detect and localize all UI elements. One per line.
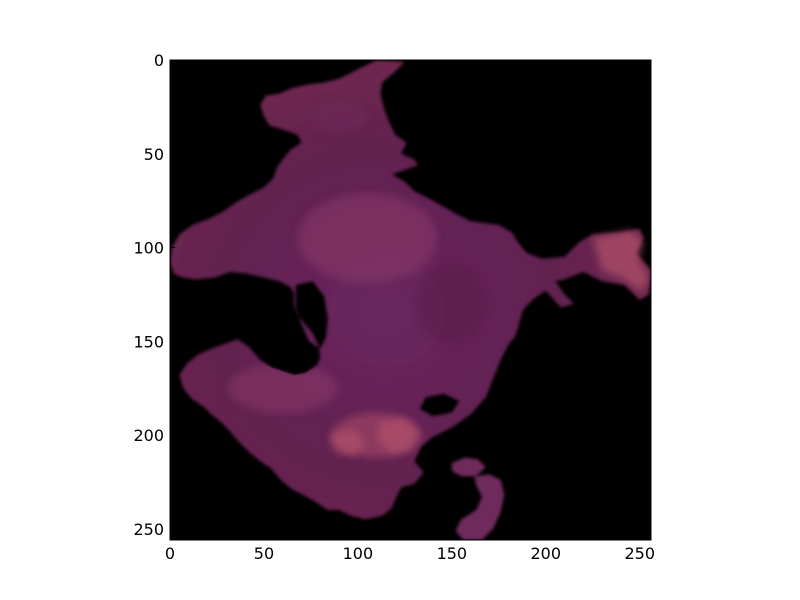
y-tick-label: 200	[133, 426, 164, 445]
image-frame	[169, 59, 652, 541]
region-highlight	[592, 230, 650, 293]
y-tick-label: 0	[154, 51, 164, 70]
x-tick-label: 100	[343, 544, 374, 563]
image-content	[170, 60, 651, 540]
plot-area	[169, 59, 652, 541]
x-tick-label: 250	[624, 544, 655, 563]
texture-patch	[416, 263, 487, 344]
texture-patch	[227, 363, 338, 414]
x-tick-label: 200	[531, 544, 562, 563]
x-tick-label: 50	[254, 544, 274, 563]
y-axis: 0 50 100 150 200 250	[133, 51, 651, 539]
region-highlight	[376, 418, 418, 454]
x-tick-label: 150	[437, 544, 468, 563]
texture-patch	[309, 100, 370, 133]
y-tick-label: 100	[133, 239, 164, 258]
region-blob	[455, 474, 505, 540]
y-tick-label: 150	[133, 332, 164, 351]
x-tick-label: 0	[165, 544, 175, 563]
region-highlight	[329, 429, 366, 456]
region-blob	[451, 457, 486, 477]
texture-patch	[297, 193, 438, 284]
x-axis: 0 50 100 150 200 250	[165, 60, 655, 563]
y-tick-label: 50	[144, 145, 164, 164]
y-tick-label: 250	[133, 520, 164, 539]
